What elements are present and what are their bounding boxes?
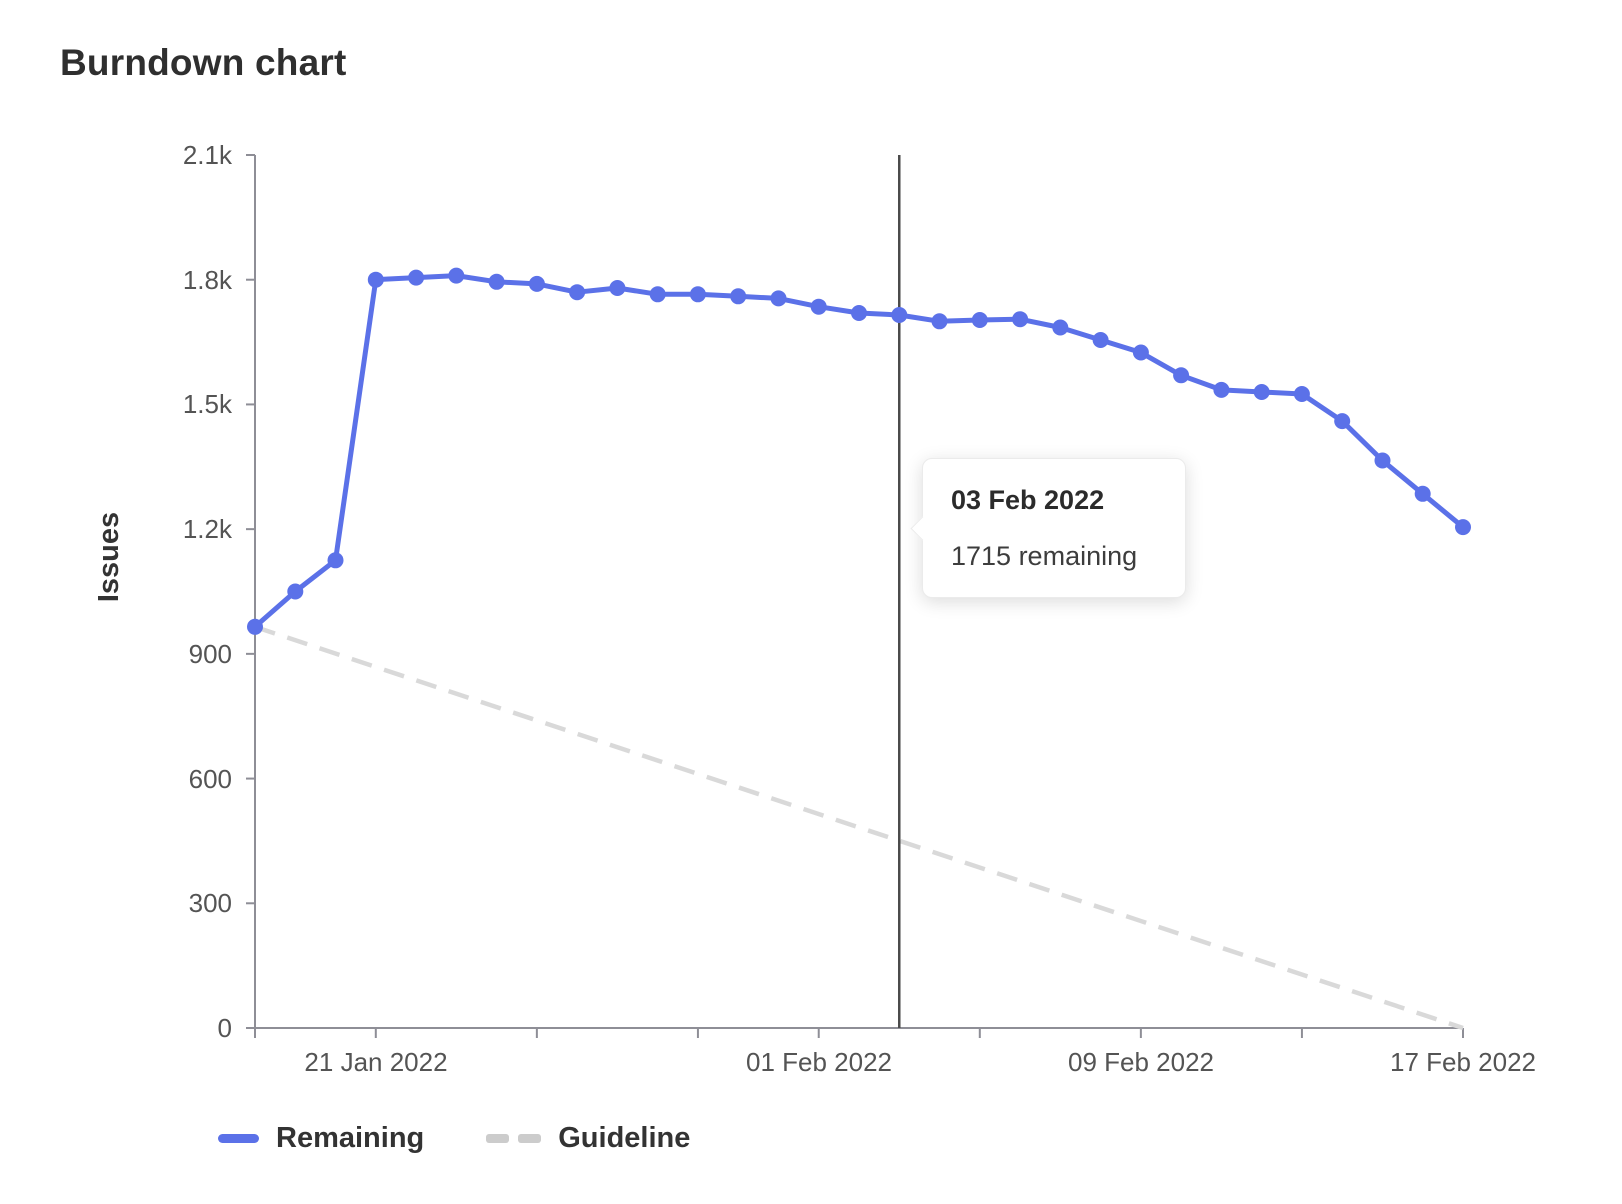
remaining-data-point[interactable] [810, 298, 827, 315]
x-tick-label: 01 Feb 2022 [745, 1047, 892, 1077]
remaining-data-point[interactable] [891, 307, 908, 323]
remaining-data-point[interactable] [488, 273, 505, 290]
remaining-data-point[interactable] [689, 286, 706, 303]
remaining-data-point[interactable] [528, 275, 545, 292]
legend-label-guideline: Guideline [558, 1122, 691, 1154]
remaining-data-point[interactable] [569, 284, 586, 301]
y-tick-label: 2.1k [182, 140, 232, 170]
remaining-data-point[interactable] [367, 271, 384, 288]
tooltip-date: 03 Feb 2022 [951, 485, 1105, 515]
remaining-data-point[interactable] [1455, 519, 1471, 536]
remaining-data-point[interactable] [1213, 381, 1230, 398]
remaining-line-swatch [218, 1134, 259, 1143]
page-title: Burndown chart [60, 42, 347, 83]
remaining-data-point[interactable] [770, 290, 787, 307]
y-tick-label: 1.5k [182, 389, 232, 419]
y-tick-label: 1.8k [182, 265, 232, 295]
tooltip: 03 Feb 2022 1715 remaining [910, 458, 1186, 598]
remaining-data-point[interactable] [448, 267, 465, 284]
y-tick-label: 900 [188, 639, 232, 669]
remaining-data-point[interactable] [1052, 319, 1069, 336]
legend: Remaining Guideline [218, 1122, 690, 1155]
y-tick-label: 1.2k [182, 514, 232, 544]
remaining-data-point[interactable] [609, 280, 626, 296]
legend-item-remaining[interactable]: Remaining [218, 1122, 424, 1155]
guideline-series-line [254, 624, 1464, 1031]
x-tick-label: 17 Feb 2022 [1389, 1047, 1536, 1077]
remaining-data-point[interactable] [649, 286, 666, 303]
remaining-data-point[interactable] [1173, 367, 1190, 384]
remaining-data-point[interactable] [1334, 413, 1351, 430]
remaining-data-point[interactable] [971, 312, 988, 328]
remaining-data-point[interactable] [851, 305, 867, 321]
remaining-series-line [252, 273, 1466, 630]
x-tick-label: 09 Feb 2022 [1067, 1047, 1214, 1077]
remaining-data-point[interactable] [247, 618, 263, 635]
remaining-data-point[interactable] [1012, 311, 1029, 328]
remaining-data-point[interactable] [408, 269, 425, 286]
guideline-dash-2 [518, 1134, 542, 1143]
tooltip-remaining: 1715 remaining [951, 541, 1138, 571]
remaining-data-point[interactable] [931, 313, 948, 330]
remaining-data-point[interactable] [730, 288, 747, 305]
y-tick-label: 600 [188, 764, 232, 794]
remaining-data-point[interactable] [287, 583, 304, 600]
legend-item-guideline[interactable]: Guideline [486, 1122, 690, 1155]
remaining-data-point[interactable] [1253, 384, 1270, 400]
remaining-data-point[interactable] [1374, 452, 1391, 469]
guideline-dash-1 [486, 1134, 510, 1143]
remaining-data-point[interactable] [1293, 386, 1310, 402]
y-tick-label: 0 [217, 1013, 232, 1043]
x-tick-label: 21 Jan 2022 [304, 1047, 448, 1077]
remaining-data-point[interactable] [327, 552, 344, 569]
guideline-dash-swatch [486, 1134, 542, 1143]
remaining-data-point[interactable] [1414, 485, 1431, 502]
remaining-data-point[interactable] [1132, 344, 1149, 361]
remaining-data-point[interactable] [1092, 332, 1109, 348]
legend-label-remaining: Remaining [276, 1122, 425, 1154]
y-tick-label: 300 [188, 888, 232, 918]
